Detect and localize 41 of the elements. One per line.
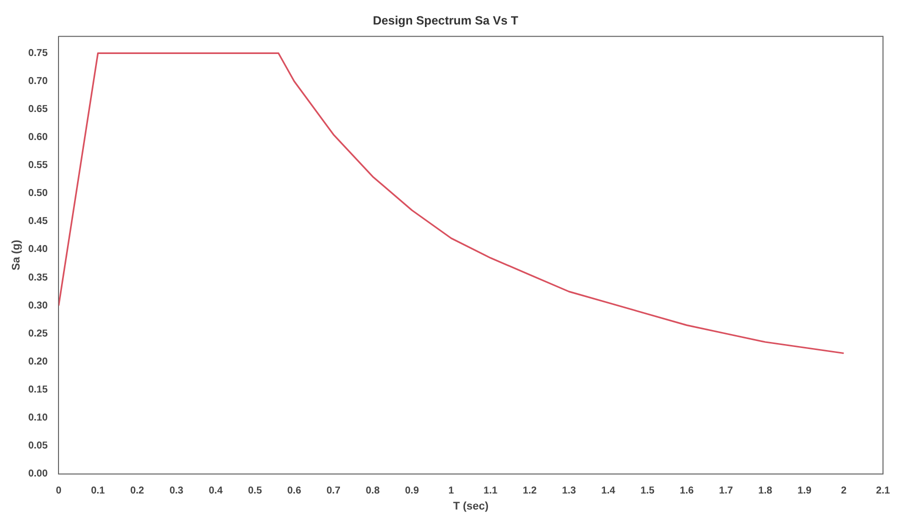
x-tick-label: 0.2 — [130, 486, 145, 497]
x-tick-label: 0.8 — [366, 486, 380, 497]
x-tick-label: 2.1 — [876, 486, 890, 497]
y-tick-label: 0.15 — [28, 384, 48, 396]
y-tick-label: 0.10 — [28, 412, 48, 424]
x-tick-label: 1.8 — [758, 486, 773, 497]
x-tick-label: 1.2 — [522, 486, 538, 497]
y-tick-label: 0.40 — [28, 244, 48, 256]
x-tick-label: 0.9 — [404, 486, 420, 497]
x-tick-label: 0 — [56, 486, 62, 497]
x-tick-label: 0.7 — [326, 486, 341, 497]
y-tick-label: 0.00 — [28, 468, 48, 480]
x-tick-label: 0.4 — [208, 486, 224, 497]
x-tick-label: 0.6 — [287, 486, 302, 497]
x-tick-label: 1.4 — [601, 486, 616, 497]
y-tick-label: 0.55 — [28, 160, 48, 172]
y-tick-label: 0.05 — [28, 440, 48, 452]
x-tick-label: 1.1 — [484, 486, 498, 497]
y-tick-label: 0.20 — [28, 356, 48, 368]
x-axis-title: T (sec) — [453, 500, 489, 512]
y-tick-label: 0.35 — [28, 272, 48, 284]
y-axis-title: Sa (g) — [10, 239, 23, 270]
x-tick-label: 1.6 — [680, 486, 694, 497]
chart-title: Design Spectrum Sa Vs T — [372, 14, 519, 28]
y-tick-label: 0.25 — [28, 328, 48, 340]
x-tick-label: 0.3 — [169, 486, 184, 497]
y-tick-label: 0.45 — [28, 216, 48, 228]
x-tick-label: 0.5 — [248, 486, 262, 497]
x-tick-label: 1.7 — [719, 486, 734, 497]
y-tick-label: 0.75 — [28, 48, 48, 59]
x-tick-label: 1.5 — [640, 486, 655, 497]
y-tick-label: 0.65 — [28, 104, 48, 116]
x-tick-label: 2 — [840, 486, 847, 497]
x-tick-label: 0.1 — [90, 486, 106, 497]
y-tick-label: 0.60 — [28, 132, 48, 144]
y-tick-label: 0.50 — [28, 188, 48, 200]
x-tick-label: 1.3 — [562, 486, 576, 497]
y-tick-label: 0.70 — [28, 76, 48, 88]
y-tick-label: 0.30 — [28, 300, 48, 312]
x-tick-label: 1.9 — [798, 486, 812, 497]
x-tick-label: 1 — [448, 486, 454, 497]
